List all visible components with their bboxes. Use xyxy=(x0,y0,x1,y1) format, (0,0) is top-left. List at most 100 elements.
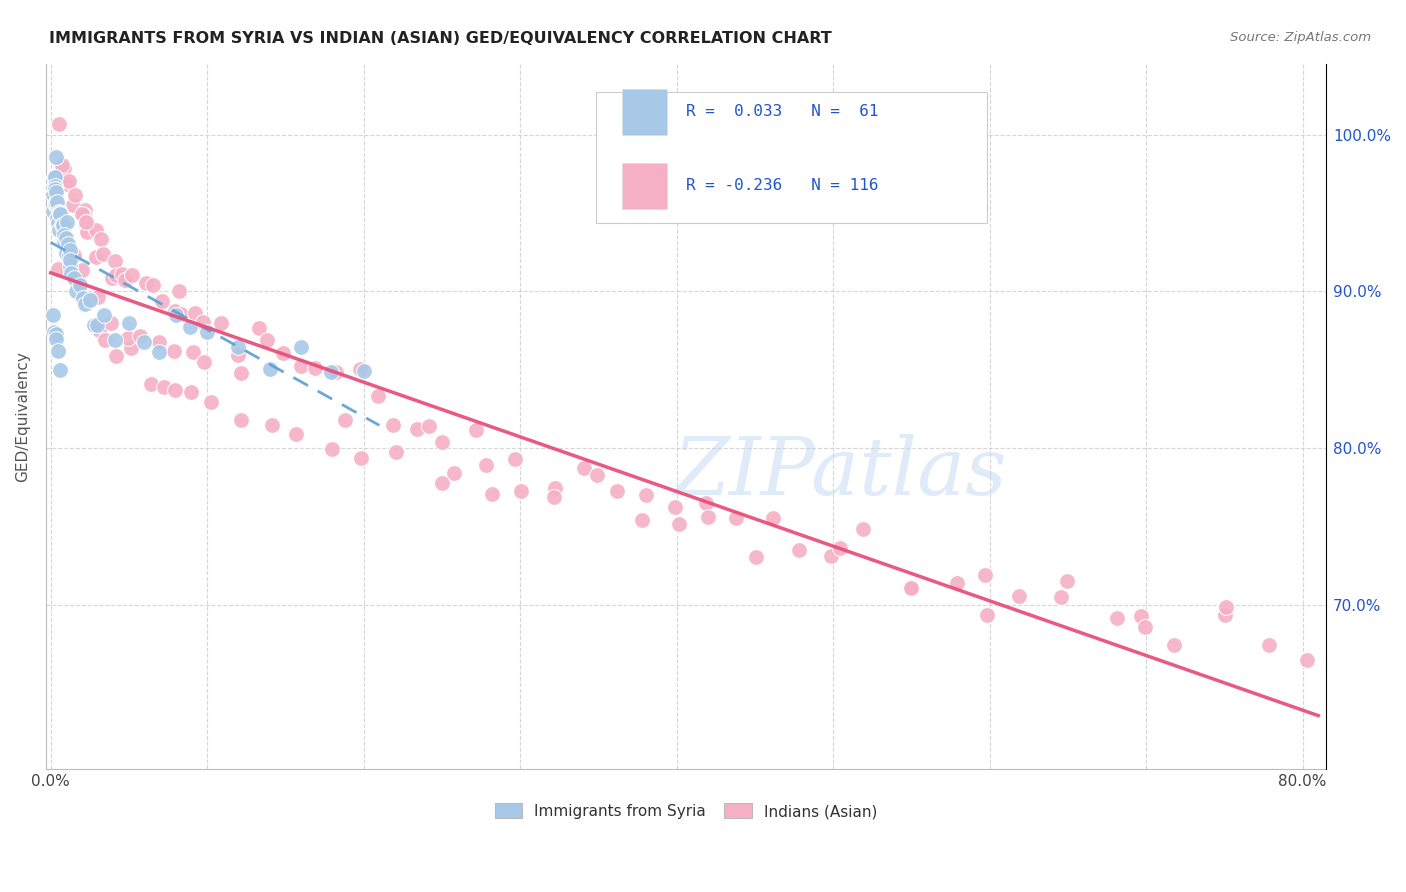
Point xyxy=(1008,589,1031,603)
Point xyxy=(510,484,533,499)
Point xyxy=(443,467,465,481)
Point xyxy=(58,174,80,188)
Point xyxy=(385,445,408,459)
Point xyxy=(104,333,127,347)
Point xyxy=(209,316,232,330)
Point xyxy=(87,290,110,304)
Point xyxy=(129,329,152,343)
Point xyxy=(191,315,214,329)
Point xyxy=(111,267,134,281)
Point xyxy=(170,307,193,321)
Point xyxy=(631,512,654,526)
Point xyxy=(121,268,143,282)
Point xyxy=(121,341,143,355)
Point xyxy=(200,394,222,409)
Point xyxy=(1163,638,1185,652)
Text: ZIPatlas: ZIPatlas xyxy=(673,434,1007,512)
Point xyxy=(481,487,503,501)
Point xyxy=(117,316,139,330)
Point xyxy=(150,293,173,308)
Point xyxy=(350,451,373,466)
Point xyxy=(830,541,852,555)
Point xyxy=(382,417,405,432)
Point xyxy=(45,332,67,346)
Point xyxy=(44,182,66,196)
Point xyxy=(226,348,249,362)
Point xyxy=(45,197,67,211)
Point xyxy=(84,223,107,237)
Point xyxy=(51,218,73,232)
Point xyxy=(42,203,65,218)
Point xyxy=(1130,608,1153,623)
Point xyxy=(55,214,77,228)
Point xyxy=(163,383,186,397)
Point xyxy=(104,268,127,282)
Point xyxy=(256,333,278,347)
Point xyxy=(304,361,326,376)
Point xyxy=(76,226,98,240)
Point xyxy=(787,543,810,558)
Point xyxy=(163,343,186,358)
Point xyxy=(695,496,717,510)
Point xyxy=(226,340,249,354)
Point xyxy=(60,266,83,280)
Point xyxy=(668,516,690,531)
Point xyxy=(59,259,82,273)
Point xyxy=(946,576,969,591)
Point xyxy=(79,293,101,307)
Point xyxy=(724,510,747,524)
Point xyxy=(83,318,105,333)
Point xyxy=(321,365,343,379)
Point xyxy=(229,413,252,427)
Point xyxy=(42,169,65,184)
Point xyxy=(73,297,96,311)
Point xyxy=(195,325,218,339)
Point xyxy=(418,419,440,434)
Point xyxy=(148,334,170,349)
Point xyxy=(48,205,70,219)
Point xyxy=(46,194,69,209)
Point xyxy=(41,308,63,322)
Point xyxy=(260,418,283,433)
Point xyxy=(148,345,170,359)
Point xyxy=(586,467,609,482)
Point xyxy=(367,389,389,403)
Point xyxy=(976,607,998,622)
Point xyxy=(1133,620,1156,634)
Point xyxy=(820,549,842,563)
Point xyxy=(44,182,66,196)
Point xyxy=(48,223,70,237)
Point xyxy=(606,484,628,499)
Point xyxy=(193,355,215,369)
Point xyxy=(664,500,686,514)
Point xyxy=(430,475,453,490)
Point xyxy=(544,481,567,495)
Point xyxy=(72,291,94,305)
Point xyxy=(46,344,69,359)
Point xyxy=(84,251,107,265)
Point xyxy=(405,422,427,436)
Point xyxy=(44,197,66,211)
Point xyxy=(48,211,70,225)
Point xyxy=(69,278,91,293)
Point xyxy=(1258,639,1281,653)
Point xyxy=(114,272,136,286)
Point xyxy=(1105,610,1128,624)
Point xyxy=(1296,653,1319,667)
Point xyxy=(52,234,75,248)
Point xyxy=(51,158,73,172)
Point xyxy=(180,384,202,399)
Point xyxy=(75,218,97,232)
FancyBboxPatch shape xyxy=(596,92,987,223)
Point xyxy=(249,321,271,335)
Point xyxy=(474,458,496,472)
Point xyxy=(90,231,112,245)
Point xyxy=(65,284,87,298)
Point xyxy=(58,248,80,262)
Point xyxy=(229,366,252,380)
Point xyxy=(73,203,96,218)
Point xyxy=(100,317,122,331)
Point xyxy=(181,345,204,359)
Point xyxy=(167,285,190,299)
Point xyxy=(696,510,718,524)
